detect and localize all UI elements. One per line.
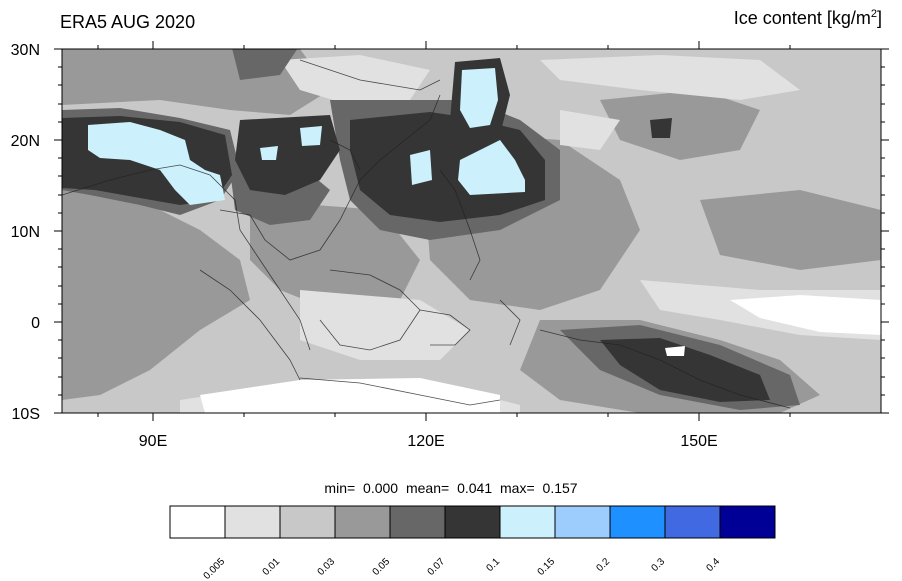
lat-label-10s: 10S xyxy=(12,406,40,423)
mean-label: mean= xyxy=(405,480,450,496)
colorbar-swatch xyxy=(389,505,446,539)
colorbar-swatch xyxy=(499,505,556,539)
colorbar-swatch xyxy=(169,505,226,539)
lon-label-90e: 90E xyxy=(139,433,167,450)
lat-label-10n: 10N xyxy=(11,224,40,241)
colorbar-swatch xyxy=(609,505,666,539)
max-value: 0.157 xyxy=(542,480,578,496)
colorbar-swatch xyxy=(224,505,281,539)
map-title: ERA5 AUG 2020 xyxy=(60,12,196,32)
lat-label-0: 0 xyxy=(31,315,40,332)
variable-title-close: ] xyxy=(876,8,882,28)
colorbar-swatch xyxy=(444,505,501,539)
minor-ticks xyxy=(58,45,885,417)
colorbar-swatch xyxy=(279,505,336,539)
variable-title: Ice content [kg/m2] xyxy=(734,8,882,29)
colorbar: 0.005 0.01 0.03 0.05 0.07 0.1 0.15 0.2 0.3 0.4 xyxy=(169,505,776,581)
colorbar-swatch xyxy=(554,505,611,539)
min-value: 0.000 xyxy=(363,480,399,496)
colorbar-swatch xyxy=(664,505,721,539)
colorbar-label: 0.05 xyxy=(371,556,393,578)
stats-line: min= 0.000 mean= 0.041 max= 0.157 xyxy=(0,480,902,496)
colorbar-swatch xyxy=(334,505,391,539)
lon-label-150e: 150E xyxy=(680,433,717,450)
lat-label-20n: 20N xyxy=(11,133,40,150)
colorbar-label: 0.03 xyxy=(316,556,338,578)
colorbar-label: 0.2 xyxy=(595,556,613,574)
lon-label-120e: 120E xyxy=(407,433,444,450)
colorbar-label: 0.3 xyxy=(650,556,668,574)
mean-value: 0.041 xyxy=(457,480,493,496)
axis-ticks xyxy=(54,41,889,421)
colorbar-label: 0.07 xyxy=(426,556,448,578)
ice-content-field xyxy=(62,49,881,413)
colorbar-label: 0.1 xyxy=(485,556,503,574)
colorbar-label: 0.4 xyxy=(705,556,723,574)
lat-label-30n: 30N xyxy=(11,42,40,59)
colorbar-label: 0.15 xyxy=(536,556,558,578)
colorbar-label: 0.005 xyxy=(202,556,228,581)
max-label: max= xyxy=(500,480,535,496)
unit-exponent: 2 xyxy=(870,8,877,20)
variable-title-text: Ice content [kg/m xyxy=(733,8,871,28)
min-label: min= xyxy=(324,480,356,496)
colorbar-swatch xyxy=(719,505,776,539)
colorbar-label: 0.01 xyxy=(261,556,283,578)
